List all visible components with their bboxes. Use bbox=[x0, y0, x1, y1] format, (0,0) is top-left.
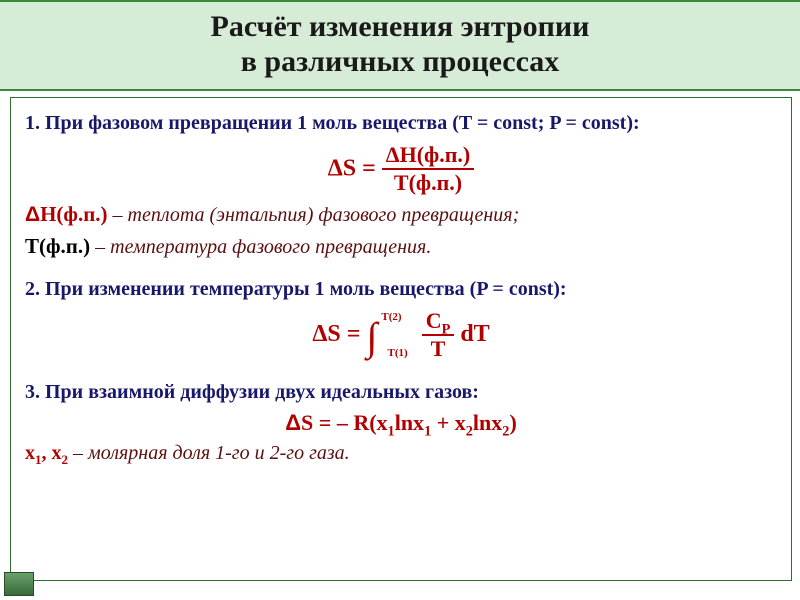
eq2-numerator: CP bbox=[422, 308, 455, 334]
eq2-num-base: C bbox=[426, 308, 442, 333]
section-2-heading: 2. При изменении температуры 1 моль веще… bbox=[25, 277, 777, 303]
section-1-def-2: T(ф.п.) – температура фазового превращен… bbox=[25, 233, 777, 261]
slide: Расчёт изменения энтропии в различных пр… bbox=[0, 0, 800, 600]
section-1-heading: 1. При фазовом превращении 1 моль вещест… bbox=[25, 111, 777, 137]
eq2-lower-limit: T(1) bbox=[388, 347, 408, 359]
eq1-denominator: T(ф.п.) bbox=[382, 168, 474, 196]
sec3-x-mid: , x bbox=[42, 442, 62, 464]
equation-2: ΔS = ∫ T(2) T(1) CP T dT bbox=[25, 308, 777, 362]
eq2-denominator: T bbox=[422, 334, 455, 362]
eq1-lhs: ΔS = bbox=[328, 155, 382, 181]
sec1-def1-text: – теплота (энтальпия) фазового превращен… bbox=[113, 204, 520, 226]
section-3-heading: 3. При взаимной диффузии двух идеальных … bbox=[25, 380, 777, 406]
section-1-heading-text: 1. При фазовом превращении 1 моль вещест… bbox=[25, 112, 640, 134]
eq2-upper-limit: T(2) bbox=[381, 311, 401, 323]
eq1-numerator: ΔH(ф.п.) bbox=[382, 142, 474, 168]
sec1-def1-term: ΔH(ф.п.) bbox=[25, 202, 108, 226]
eq1-fraction: ΔH(ф.п.) T(ф.п.) bbox=[382, 142, 474, 196]
sec3-def-term: x1, x2 bbox=[25, 442, 68, 464]
equation-3: ΔS = – R(x1lnx1 + x2lnx2) bbox=[25, 410, 777, 436]
eq2-fraction: CP T bbox=[422, 308, 455, 362]
content-box: 1. При фазовом превращении 1 моль вещест… bbox=[10, 97, 792, 581]
sec1-def2-text: – температура фазового превращения. bbox=[95, 236, 431, 258]
back-button[interactable] bbox=[4, 572, 34, 596]
eq2-body: ΔS = ∫ T(2) T(1) CP T dT bbox=[312, 308, 489, 362]
integral-icon: ∫ bbox=[366, 321, 377, 353]
sec3-x1-base: x bbox=[25, 442, 35, 464]
eq3-text: ΔS = – R(x1lnx1 + x2lnx2) bbox=[285, 410, 517, 435]
title-band: Расчёт изменения энтропии в различных пр… bbox=[0, 0, 800, 91]
eq2-tail: dT bbox=[460, 321, 489, 348]
sec3-def-text: – молярная доля 1-го и 2-го газа. bbox=[73, 442, 350, 464]
eq2-num-sub: P bbox=[442, 321, 451, 337]
sec1-def2-term: T(ф.п.) bbox=[25, 234, 90, 258]
equation-1: ΔS = ΔH(ф.п.) T(ф.п.) bbox=[25, 142, 777, 196]
eq2-lhs: ΔS = bbox=[312, 321, 360, 348]
section-1-def-1: ΔH(ф.п.) – теплота (энтальпия) фазового … bbox=[25, 201, 777, 229]
title-line-2: в различных процессах bbox=[241, 45, 560, 78]
title-line-1: Расчёт изменения энтропии bbox=[211, 10, 590, 43]
slide-title: Расчёт изменения энтропии в различных пр… bbox=[24, 10, 776, 79]
sec3-x2-sub: 2 bbox=[62, 452, 69, 467]
section-3-def: x1, x2 – молярная доля 1-го и 2-го газа. bbox=[25, 441, 777, 467]
